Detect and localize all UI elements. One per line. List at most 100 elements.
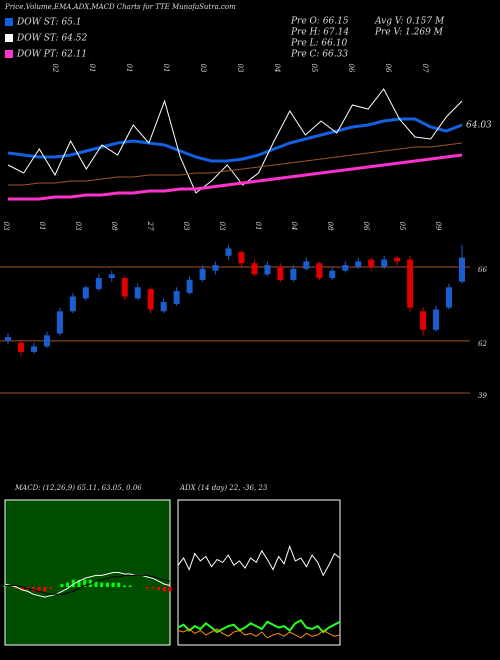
histogram-bar	[20, 587, 24, 590]
histogram-bar	[100, 582, 104, 587]
info-label: Pre L: 66.10	[290, 39, 347, 49]
histogram-bar	[3, 585, 7, 587]
legend-swatch	[5, 34, 13, 42]
candle-body	[381, 259, 388, 267]
adx-line	[177, 619, 341, 634]
candle-body	[238, 252, 245, 264]
panel	[4, 499, 171, 646]
date-label: 07	[421, 64, 429, 73]
ema-line	[7, 117, 463, 163]
ema-line	[7, 88, 463, 194]
date-label: 02	[51, 64, 59, 73]
histogram-bar	[122, 585, 126, 587]
date-label: 03	[199, 64, 207, 73]
candle-body	[290, 268, 297, 280]
chart-title: Price,Volume,EMA,ADX,MACD Charts for TTE…	[4, 3, 236, 11]
candle-body	[277, 266, 284, 280]
candle-body	[225, 248, 232, 256]
y-tick-label: 66	[478, 266, 487, 274]
adx-line	[177, 628, 341, 639]
histogram-bar	[168, 587, 172, 592]
candle-body	[160, 302, 167, 312]
histogram-bar	[49, 587, 53, 589]
histogram-bar	[94, 581, 98, 587]
y-tick-label: 62	[478, 340, 487, 348]
date-label: 09	[434, 222, 442, 231]
date-label: 03	[2, 222, 10, 231]
date-label: 05	[310, 64, 318, 73]
candle-body	[95, 278, 102, 290]
candle-body	[329, 270, 336, 279]
legend-swatch	[5, 50, 13, 58]
candle-body	[17, 342, 24, 352]
candle-body	[173, 290, 180, 304]
panel	[177, 499, 341, 646]
date-label: 03	[236, 64, 244, 73]
legend-label: DOW PT: 62.11	[16, 50, 87, 60]
candle-body	[121, 278, 128, 297]
histogram-bar	[151, 587, 155, 589]
info-label: Pre H: 67.14	[290, 28, 349, 38]
info-label: Pre O: 66.15	[290, 17, 349, 27]
info-label: Pre C: 66.33	[290, 50, 348, 60]
candle-body	[407, 259, 414, 308]
candle-body	[420, 311, 427, 330]
date-label: 01	[125, 64, 133, 73]
reference-label: 39	[478, 392, 487, 400]
candle-body	[368, 259, 375, 267]
candle-body	[212, 265, 219, 271]
legend-label: DOW ST: 64.52	[16, 34, 87, 44]
date-label: 03	[74, 222, 82, 231]
date-label: 04	[273, 64, 281, 73]
histogram-bar	[111, 582, 115, 587]
candle-body	[316, 263, 323, 279]
date-label: 08	[326, 222, 334, 231]
date-label: 03	[182, 222, 190, 231]
date-label: 01	[88, 64, 96, 73]
info-label: Pre V: 1.269 M	[374, 28, 444, 38]
candle-body	[134, 287, 141, 299]
adx-line	[177, 544, 341, 577]
candle-body	[108, 274, 115, 279]
histogram-bar	[71, 579, 75, 587]
candle-body	[303, 261, 310, 269]
histogram-bar	[66, 582, 70, 587]
date-label: 08	[110, 222, 118, 231]
date-label: 06	[347, 64, 355, 73]
candle-body	[459, 257, 465, 282]
candle-body	[186, 279, 193, 293]
panel-title: ADX (14 day) 22, -36, 23	[179, 484, 268, 492]
last-value-label: 64.03	[466, 121, 492, 131]
date-label: 04	[290, 222, 298, 231]
date-label: 03	[218, 222, 226, 231]
candle-body	[82, 287, 89, 299]
candle-body	[433, 309, 440, 330]
candle-body	[394, 257, 401, 262]
histogram-bar	[43, 587, 47, 592]
candle-body	[5, 337, 11, 341]
candle-body	[199, 268, 206, 280]
info-label: Avg V: 0.157 M	[374, 17, 445, 27]
histogram-bar	[128, 585, 132, 587]
ema-line	[8, 153, 463, 201]
candle-body	[56, 311, 63, 334]
candle-body	[251, 263, 258, 275]
date-label: 06	[362, 222, 370, 231]
histogram-bar	[60, 584, 64, 587]
candle-body	[342, 265, 349, 271]
histogram-bar	[157, 587, 161, 590]
date-label: 01	[254, 222, 262, 231]
candle-body	[446, 287, 453, 308]
candle-body	[43, 335, 50, 347]
date-label: 01	[162, 64, 170, 73]
legend-swatch	[5, 18, 13, 26]
macd-line	[5, 574, 171, 595]
candle-body	[69, 296, 76, 312]
histogram-bar	[145, 587, 149, 589]
date-label: 06	[384, 64, 392, 73]
panel-title: MACD: (12,26,9) 65.11, 63.05, 0.06	[14, 484, 142, 492]
date-label: 27	[146, 221, 154, 231]
ema-line	[8, 142, 463, 186]
